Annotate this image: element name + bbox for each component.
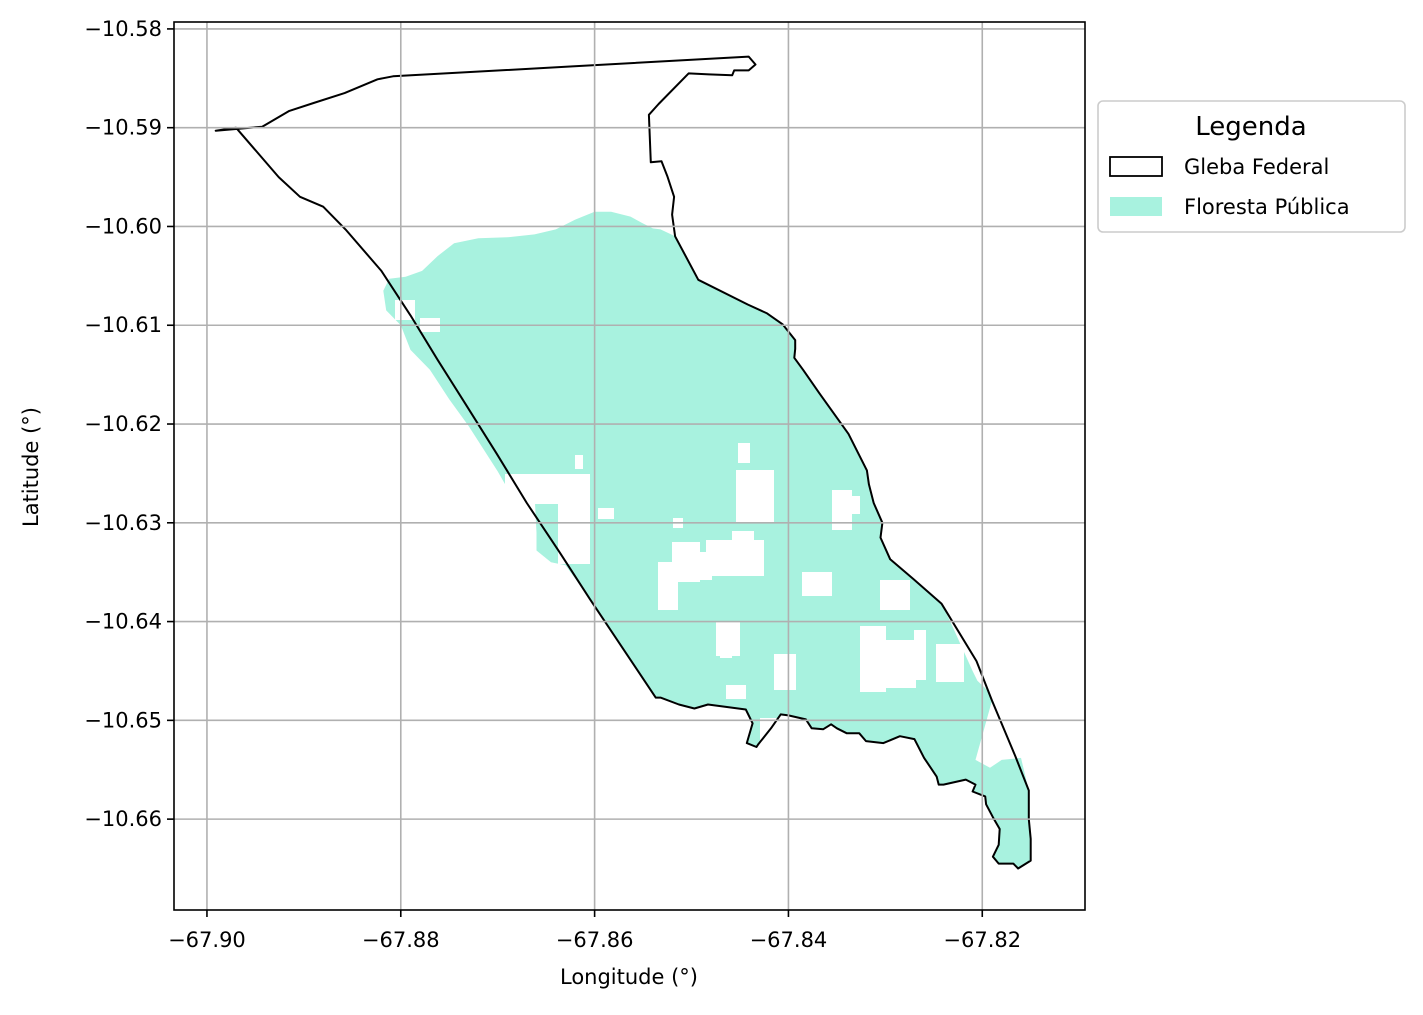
x-axis-ticks: −67.90 −67.88 −67.86 −67.84 −67.82	[168, 910, 1021, 952]
forest-clearing	[880, 580, 910, 610]
forest-clearing	[598, 508, 614, 519]
x-axis-label: Longitude (°)	[560, 965, 698, 989]
forest-clearing	[736, 470, 774, 522]
legend: Legenda Gleba Federal Floresta Pública	[1097, 100, 1406, 233]
y-tick-label: −10.64	[84, 610, 162, 634]
forest-clearing	[880, 640, 916, 688]
y-tick-label: −10.63	[84, 511, 162, 535]
legend-swatch-gleba	[1109, 156, 1163, 177]
forest-clearing	[732, 531, 754, 547]
y-tick-label: −10.66	[84, 807, 162, 831]
forest-clearing	[802, 572, 832, 596]
y-axis-ticks: −10.58 −10.59 −10.60 −10.61 −10.62 −10.63 −10.…	[84, 17, 174, 831]
x-tick-label: −67.90	[168, 928, 246, 952]
legend-swatch-floresta	[1110, 197, 1162, 216]
y-tick-label: −10.59	[84, 116, 162, 140]
x-tick-label: −67.88	[362, 928, 440, 952]
forest-clearing	[726, 685, 746, 699]
forest-clearing	[914, 630, 926, 680]
forest-clearing	[738, 443, 750, 463]
forest-clearing	[848, 496, 860, 514]
y-tick-label: −10.65	[84, 708, 162, 732]
x-tick-label: −67.86	[556, 928, 634, 952]
gleba-federal-boundary	[214, 55, 1032, 870]
y-axis-label: Latitude (°)	[19, 407, 43, 527]
forest-clearing	[936, 644, 964, 682]
x-tick-label: −67.84	[750, 928, 828, 952]
y-tick-label: −10.62	[84, 412, 162, 436]
forest-clearing	[558, 492, 590, 564]
map-layers	[214, 55, 1032, 870]
y-tick-label: −10.60	[84, 214, 162, 238]
forest-clearings	[395, 300, 964, 740]
forest-clearing	[774, 654, 796, 690]
forest-clearing	[832, 490, 852, 530]
plot-frame	[173, 21, 1086, 911]
forest-clearing	[575, 455, 583, 469]
legend-label-floresta: Floresta Pública	[1184, 195, 1350, 219]
grid-lines	[174, 22, 1085, 910]
y-tick-label: −10.61	[84, 313, 162, 337]
forest-clearing	[720, 646, 732, 658]
legend-title: Legenda	[1195, 112, 1306, 142]
y-tick-label: −10.58	[84, 17, 162, 41]
x-tick-label: −67.82	[943, 928, 1021, 952]
legend-box	[1097, 100, 1406, 233]
legend-label-gleba: Gleba Federal	[1184, 155, 1329, 179]
